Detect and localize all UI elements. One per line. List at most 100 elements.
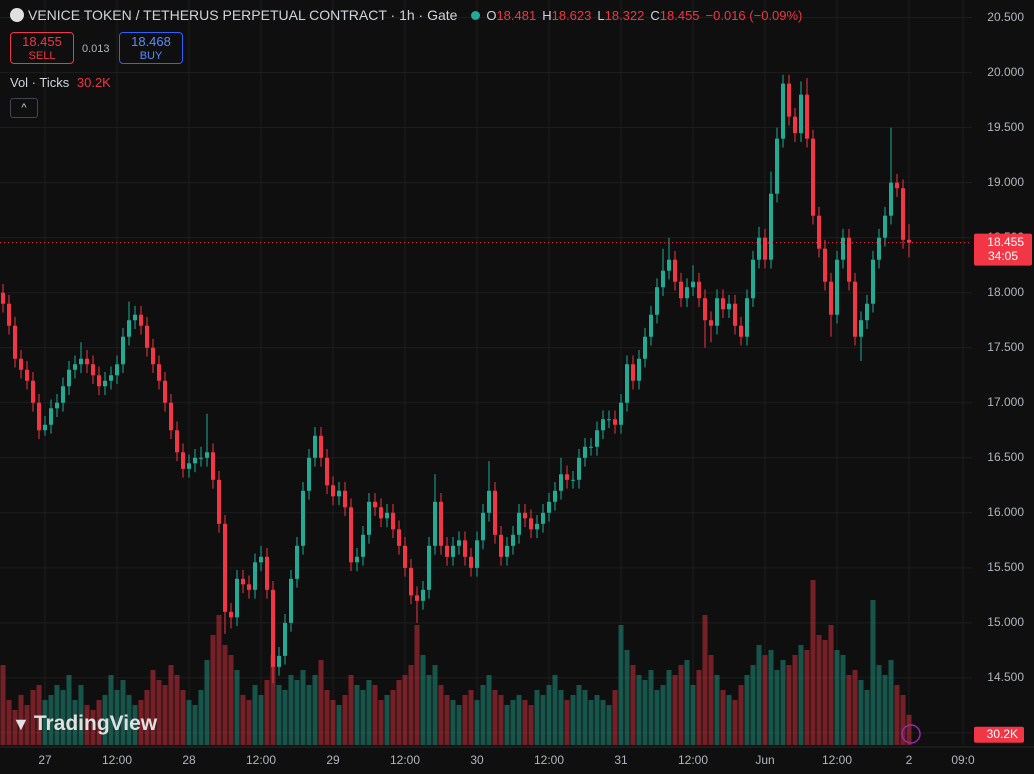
volume-bar [852, 670, 858, 745]
candle-body [121, 336, 125, 365]
candle-body [763, 237, 767, 260]
candle-body [505, 545, 509, 557]
volume-bar [390, 690, 396, 745]
volume-bar [474, 700, 480, 745]
volume-bar [18, 695, 24, 745]
candle-body [415, 595, 419, 601]
volume-bar [234, 670, 240, 745]
candle-body [31, 380, 35, 403]
candle-body [445, 545, 449, 557]
x-tick-label: 12:00 [678, 753, 708, 767]
volume-legend: Vol · Ticks 30.2K [10, 75, 111, 90]
volume-bar [864, 690, 870, 745]
candle-body [703, 298, 707, 321]
candle-body [667, 259, 671, 271]
candle-body [313, 435, 317, 458]
candle-body [793, 116, 797, 134]
volume-bar [660, 685, 666, 745]
y-tick-label: 15.000 [987, 615, 1024, 629]
candle-body [427, 545, 431, 590]
volume-bar [384, 695, 390, 745]
volume-bar [564, 700, 570, 745]
volume-bar [450, 700, 456, 745]
volume-tag [974, 726, 1024, 743]
volume-bar [858, 680, 864, 745]
volume-bar [558, 690, 564, 745]
candle-body [619, 402, 623, 425]
volume-bar [498, 695, 504, 745]
candle-body [265, 556, 269, 590]
y-tick-label: 19.000 [987, 175, 1024, 189]
volume-bar [120, 680, 126, 745]
volume-bar [228, 655, 234, 745]
candle-body [589, 446, 593, 448]
candle-body [109, 375, 113, 381]
volume-bar [522, 700, 528, 745]
volume-bar [576, 685, 582, 745]
candle-body [901, 188, 905, 240]
volume-bar [240, 695, 246, 745]
candle-body [175, 430, 179, 453]
candle-body [877, 237, 881, 260]
candle-body [817, 215, 821, 249]
candle-body [385, 512, 389, 519]
volume-bar [804, 650, 810, 745]
candle-body [715, 298, 719, 326]
candle-body [571, 479, 575, 481]
volume-bar [528, 705, 534, 745]
x-tick-label: 2 [906, 753, 913, 767]
volume-bar [642, 680, 648, 745]
volume-bar [276, 685, 282, 745]
candle-body [727, 303, 731, 310]
volume-bar [444, 695, 450, 745]
volume-bar [510, 700, 516, 745]
volume-bar [774, 670, 780, 745]
candle-body [289, 578, 293, 623]
volume-bar [456, 705, 462, 745]
volume-bar [180, 690, 186, 745]
collapse-button[interactable]: ^ [10, 98, 38, 118]
volume-bar [888, 660, 894, 745]
candle-body [379, 507, 383, 519]
candle-body [709, 320, 713, 326]
volume-bar [636, 675, 642, 745]
volume-bar [786, 665, 792, 745]
candle-body [481, 512, 485, 541]
sell-button[interactable]: 18.455 SELL [10, 32, 74, 64]
volume-bar [114, 690, 120, 745]
status-dot [471, 11, 481, 20]
volume-bar [594, 695, 600, 745]
candle-body [295, 545, 299, 579]
x-tick-label: 12:00 [390, 753, 420, 767]
volume-bar [360, 690, 366, 745]
volume-bar [438, 685, 444, 745]
candle-body [145, 325, 149, 348]
volume-bar [102, 695, 108, 745]
buy-button[interactable]: 18.468 BUY [119, 32, 183, 64]
candle-body [373, 501, 377, 508]
candle-body [511, 534, 515, 546]
volume-bar [462, 695, 468, 745]
candle-body [73, 364, 77, 370]
x-tick-label: 12:00 [822, 753, 852, 767]
volume-bar [678, 665, 684, 745]
candle-body [199, 457, 203, 459]
candle-body [43, 424, 47, 431]
volume-bar [270, 655, 276, 745]
x-tick-label: 29 [326, 753, 340, 767]
volume-bar [174, 675, 180, 745]
volume-bar [750, 665, 756, 745]
volume-bar [168, 665, 174, 745]
y-tick-label: 19.500 [987, 120, 1024, 134]
volume-bar [810, 580, 816, 745]
volume-bar [150, 670, 156, 745]
volume-bar [378, 700, 384, 745]
candle-body [337, 490, 341, 497]
chart-title[interactable]: VENICE TOKEN / TETHERUS PERPETUAL CONTRA… [28, 7, 458, 23]
candle-body [235, 578, 239, 618]
y-tick-label: 16.000 [987, 505, 1024, 519]
volume-bar [162, 685, 168, 745]
volume-bar [756, 645, 762, 745]
candle-body [37, 402, 41, 431]
candle-body [859, 320, 863, 337]
